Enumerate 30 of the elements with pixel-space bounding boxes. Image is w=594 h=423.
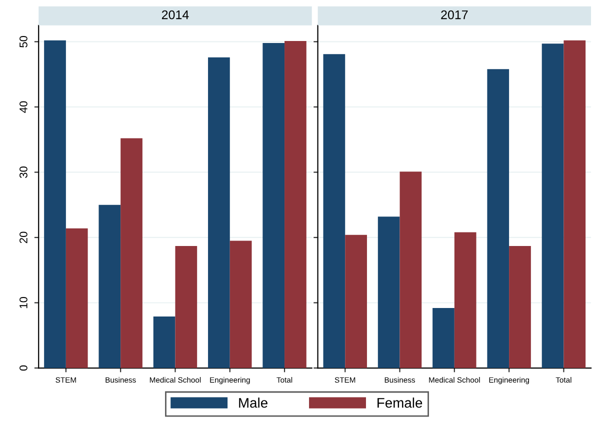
bar — [230, 240, 252, 368]
bar — [487, 69, 510, 368]
chart-title: 2017 — [441, 10, 468, 20]
bar — [345, 234, 367, 368]
bar — [44, 40, 66, 368]
y-tick-label: 30 — [20, 166, 28, 178]
bar — [564, 40, 586, 368]
bar — [98, 204, 121, 368]
bar — [378, 216, 400, 368]
bar — [66, 228, 88, 368]
y-tick-label: 20 — [20, 232, 28, 244]
bar — [400, 172, 422, 368]
bar — [509, 246, 531, 368]
y-tick-label: 50 — [20, 36, 28, 48]
y-tick-label: 40 — [20, 101, 28, 113]
bar — [432, 308, 454, 368]
y-tick-label: 0 — [20, 365, 28, 371]
bar — [120, 138, 142, 368]
bar — [262, 43, 285, 368]
bar — [454, 232, 476, 368]
chart-title: 2014 — [162, 10, 189, 20]
bar — [208, 57, 230, 368]
legend-label: Male — [239, 398, 268, 408]
bar — [175, 246, 198, 368]
bar — [153, 316, 176, 368]
bar — [323, 54, 346, 368]
y-tick-label: 10 — [20, 297, 28, 308]
legend-label: Female — [378, 398, 422, 408]
bar — [284, 41, 306, 368]
bar — [542, 44, 564, 368]
